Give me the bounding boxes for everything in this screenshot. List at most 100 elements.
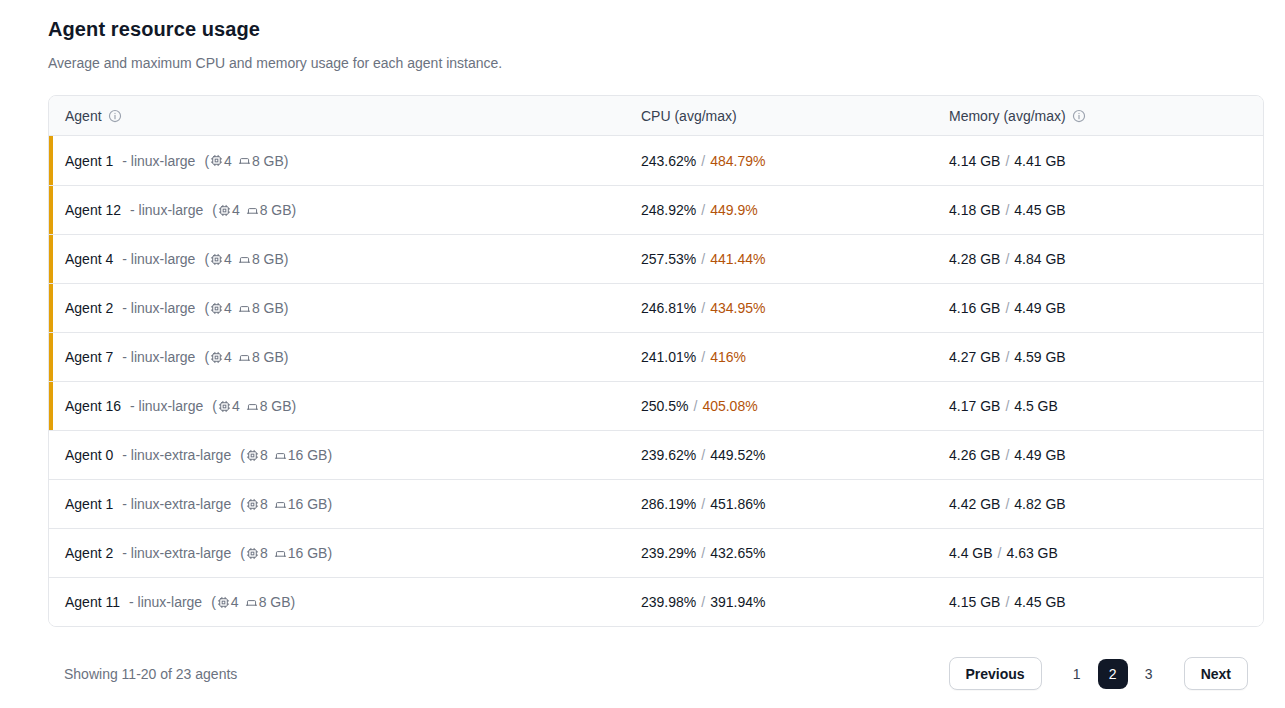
value-separator: / [701,251,705,267]
memory-max-value: 4.41 GB [1014,153,1065,169]
pagination: Previous 123 Next [949,657,1249,690]
agent-cell: Agent 16 - linux-large ( 4 [65,398,641,414]
info-icon[interactable] [108,109,122,123]
agent-spec: ( 4 8 GB [204,153,288,169]
memory-usage-cell: 4.27 GB/4.59 GB [949,349,1247,365]
previous-page-button[interactable]: Previous [949,657,1042,690]
cpu-count: 4 [224,349,232,365]
cpu-icon [210,302,223,315]
column-header-agent: Agent [65,108,641,124]
memory-icon [238,302,251,315]
agent-type: - linux-large [122,251,195,267]
memory-icon [238,253,251,266]
table-row: Agent 11 - linux-large ( 4 [49,577,1263,626]
cpu-count: 8 [260,447,268,463]
memory-avg-value: 4.18 GB [949,202,1000,218]
memory-size: 16 GB [288,545,328,561]
paren-open: ( [204,300,209,316]
value-separator: / [1005,447,1009,463]
paren-open: ( [204,349,209,365]
cpu-max-value: 416% [710,349,746,365]
memory-size: 16 GB [288,496,328,512]
agent-spec: ( 4 8 GB [212,398,296,414]
memory-usage-cell: 4.42 GB/4.82 GB [949,496,1247,512]
agent-spec: ( 4 8 GB [204,349,288,365]
cpu-icon [218,204,231,217]
value-separator: / [1005,251,1009,267]
cpu-avg-value: 250.5% [641,398,688,414]
agent-spec: ( 8 16 GB [240,545,332,561]
next-page-button[interactable]: Next [1184,657,1248,690]
column-header-cpu: CPU (avg/max) [641,108,949,124]
value-separator: / [701,545,705,561]
table-body: Agent 1 - linux-large ( 4 [49,136,1263,626]
agent-cell: Agent 0 - linux-extra-large ( 8 [65,447,641,463]
info-icon[interactable] [1072,109,1086,123]
value-separator: / [1005,594,1009,610]
cpu-max-value: 405.08% [702,398,757,414]
memory-icon [246,400,259,413]
cpu-usage-cell: 241.01%/416% [641,349,949,365]
cpu-max-value: 432.65% [710,545,765,561]
memory-max-value: 4.82 GB [1014,496,1065,512]
cpu-usage-cell: 250.5%/405.08% [641,398,949,414]
cpu-max-value: 434.95% [710,300,765,316]
column-header-memory-label: Memory (avg/max) [949,108,1066,124]
cpu-count: 4 [224,300,232,316]
memory-spec: 8 GB [237,251,284,267]
cpu-avg-value: 257.53% [641,251,696,267]
memory-avg-value: 4.16 GB [949,300,1000,316]
memory-usage-cell: 4.4 GB/4.63 GB [949,545,1247,561]
agent-name: Agent 0 [65,447,113,463]
memory-icon [274,547,287,560]
cpu-icon [217,596,230,609]
table-row: Agent 1 - linux-large ( 4 [49,136,1263,185]
agent-name: Agent 2 [65,545,113,561]
paren-close: ) [327,447,332,463]
page-number-list: 123 [1062,659,1164,689]
cpu-avg-value: 286.19% [641,496,696,512]
memory-icon [238,351,251,364]
paren-open: ( [211,594,216,610]
memory-icon [245,596,258,609]
memory-avg-value: 4.42 GB [949,496,1000,512]
memory-size: 8 GB [252,251,284,267]
cpu-usage-cell: 239.62%/449.52% [641,447,949,463]
memory-usage-cell: 4.14 GB/4.41 GB [949,153,1247,169]
agent-type: - linux-large [122,300,195,316]
agent-cell: Agent 2 - linux-extra-large ( 8 [65,545,641,561]
value-separator: / [701,153,705,169]
memory-max-value: 4.45 GB [1014,594,1065,610]
memory-spec: 8 GB [245,202,292,218]
agent-cell: Agent 2 - linux-large ( 4 [65,300,641,316]
agent-cell: Agent 1 - linux-extra-large ( 8 [65,496,641,512]
cpu-max-value: 449.9% [710,202,757,218]
memory-spec: 8 GB [237,300,284,316]
cpu-usage-cell: 243.62%/484.79% [641,153,949,169]
cpu-icon [210,253,223,266]
page-number-2[interactable]: 2 [1098,659,1128,689]
memory-usage-cell: 4.28 GB/4.84 GB [949,251,1247,267]
memory-usage-cell: 4.15 GB/4.45 GB [949,594,1247,610]
memory-avg-value: 4.14 GB [949,153,1000,169]
agent-spec: ( 4 8 GB [211,594,295,610]
paren-close: ) [291,594,296,610]
page-number-1[interactable]: 1 [1062,659,1092,689]
cpu-count: 4 [231,594,239,610]
table-row: Agent 1 - linux-extra-large ( 8 [49,479,1263,528]
cpu-usage-cell: 239.29%/432.65% [641,545,949,561]
value-separator: / [701,300,705,316]
memory-usage-cell: 4.18 GB/4.45 GB [949,202,1247,218]
value-separator: / [1005,202,1009,218]
memory-avg-value: 4.27 GB [949,349,1000,365]
paren-close: ) [284,349,289,365]
paren-close: ) [284,251,289,267]
memory-max-value: 4.49 GB [1014,300,1065,316]
memory-spec: 8 GB [245,398,292,414]
paren-open: ( [240,545,245,561]
results-summary: Showing 11-20 of 23 agents [64,666,237,682]
agent-type: - linux-large [129,594,202,610]
page-number-3[interactable]: 3 [1134,659,1164,689]
cpu-count: 4 [232,398,240,414]
cpu-max-value: 484.79% [710,153,765,169]
